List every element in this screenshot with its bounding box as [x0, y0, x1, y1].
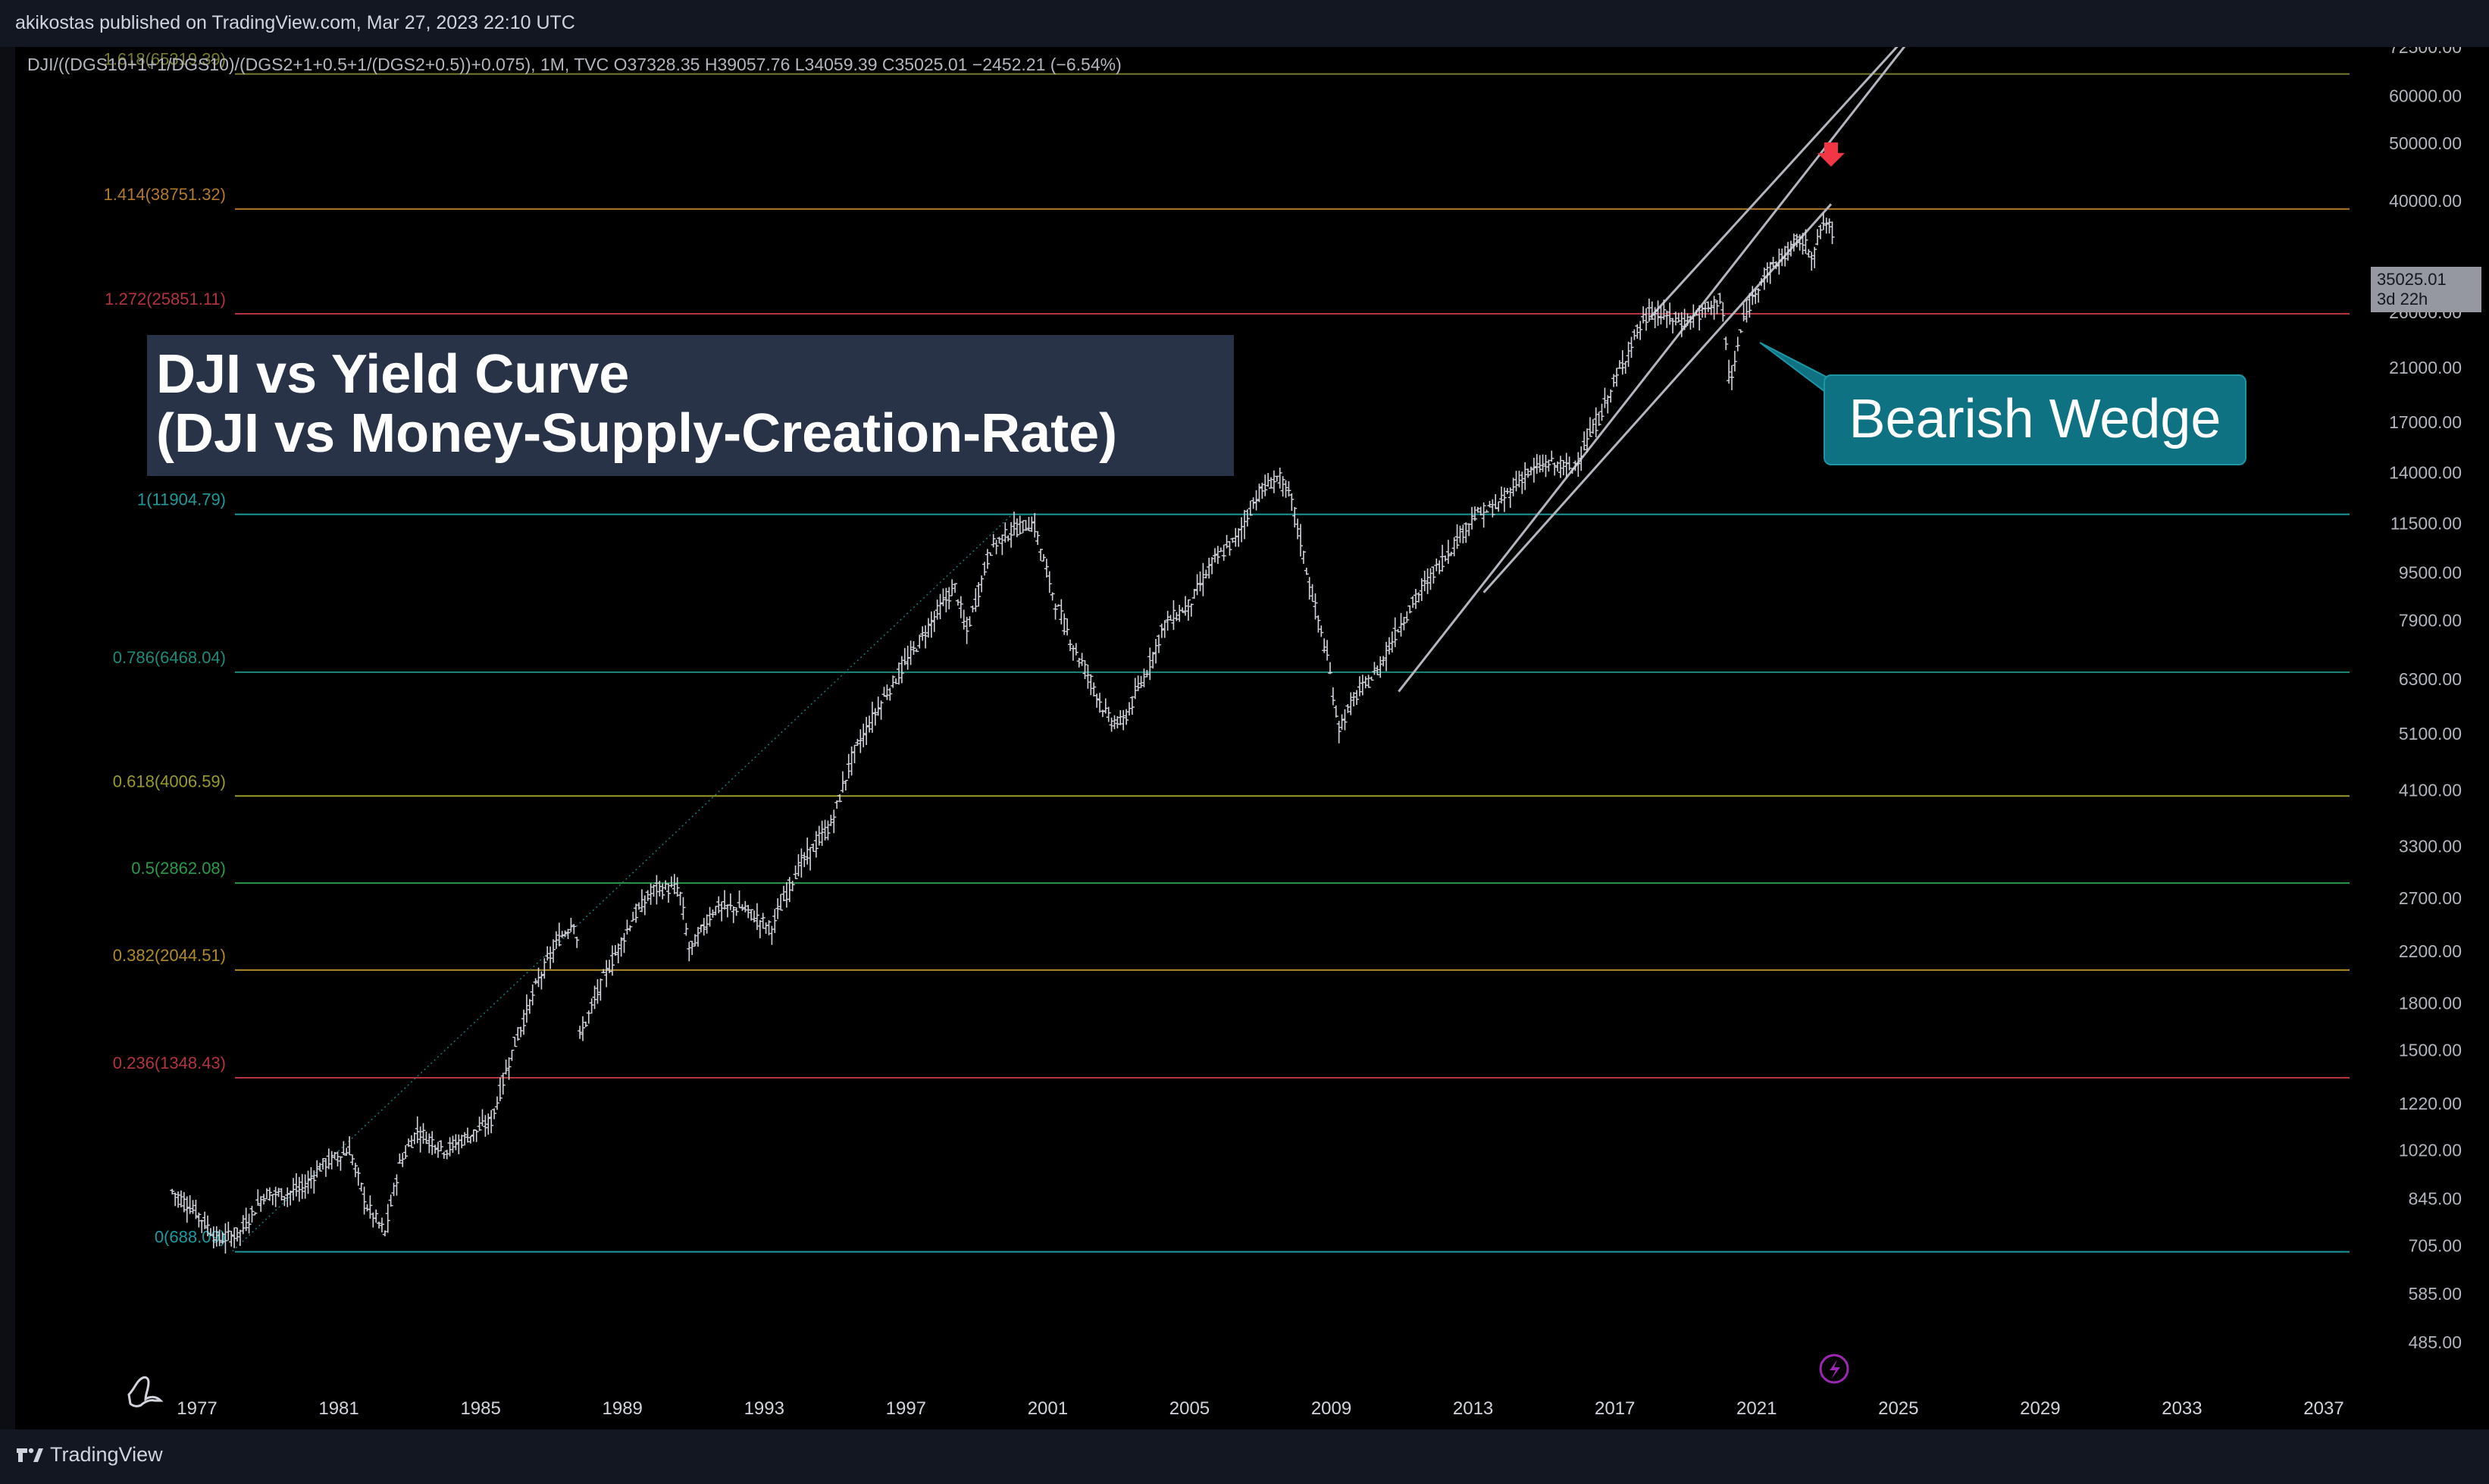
fib-level-label: 1.272(25851.11) [105, 290, 226, 308]
footer-bar: TradingView [0, 1429, 2489, 1484]
y-axis-tick-label: 21000.00 [2389, 358, 2462, 377]
last-price-value: 35025.01 [2377, 270, 2447, 289]
y-axis-tick-label: 1220.00 [2399, 1094, 2462, 1113]
publisher-text: akikostas published on TradingView.com, … [15, 12, 575, 33]
y-axis-tick-label: 2700.00 [2399, 888, 2462, 908]
y-axis-tick-label: 4100.00 [2399, 780, 2462, 800]
y-axis-tick-label: 11500.00 [2390, 513, 2462, 533]
x-axis-tick-label: 1993 [744, 1398, 784, 1419]
x-axis-tick-label: 2029 [2020, 1398, 2060, 1419]
fib-level-label: 0.236(1348.43) [113, 1054, 226, 1072]
trendline-wedge-lower [1398, 47, 1906, 693]
lightning-bolt-icon [1830, 1360, 1840, 1379]
y-axis-tick-label: 9500.00 [2399, 563, 2462, 583]
x-axis-tick-label: 1977 [177, 1398, 217, 1419]
chart-title-box[interactable]: DJI vs Yield Curve (DJI vs Money-Supply-… [147, 335, 1234, 476]
x-axis-tick-label: 1997 [886, 1398, 926, 1419]
tradingview-icon [17, 1448, 43, 1462]
y-axis-tick-label: 7900.00 [2399, 611, 2462, 631]
y-axis-tick-label: 72500.00 [2389, 47, 2462, 57]
x-axis-tick-label: 2037 [2303, 1398, 2343, 1419]
symbol-legend[interactable]: DJI/((DGS10+1+1/DGS10)/(DGS2+1+0.5+1/(DG… [27, 55, 1122, 74]
y-axis-tick-label: 1500.00 [2399, 1041, 2462, 1060]
lightning-icon [1819, 1354, 1849, 1384]
title-line-1: DJI vs Yield Curve [156, 344, 630, 405]
trendline-wedge-upper [1649, 47, 1899, 318]
x-axis-tick-label: 2001 [1028, 1398, 1068, 1419]
tradingview-logo[interactable]: TradingView [15, 1443, 163, 1467]
y-axis-tick-label: 17000.00 [2389, 412, 2462, 432]
y-axis-tick-label: 14000.00 [2389, 462, 2462, 482]
y-axis-tick-label: 485.00 [2409, 1332, 2462, 1352]
dino-watermark-icon [127, 1376, 164, 1407]
x-axis-tick-label: 1989 [603, 1398, 643, 1419]
y-axis-tick-label: 6300.00 [2399, 669, 2462, 689]
fib-level-label: 0.5(2862.08) [131, 859, 226, 878]
x-axis-tick-label: 2009 [1311, 1398, 1351, 1419]
last-price-label: 35025.01 3d 22h [2371, 267, 2481, 312]
y-axis-tick-label: 1800.00 [2399, 993, 2462, 1013]
bar-countdown: 3d 22h [2377, 290, 2428, 308]
y-axis-tick-label: 845.00 [2409, 1189, 2462, 1209]
x-axis-tick-label: 2033 [2162, 1398, 2202, 1419]
publisher-bar: akikostas published on TradingView.com, … [0, 0, 2489, 47]
y-axis-tick-label: 40000.00 [2389, 191, 2462, 211]
chart-panel[interactable]: 1.618(65319.39) 1.414(38751.32) 1.272(2585… [15, 47, 2489, 1429]
fib-level-label: 0.382(2044.51) [113, 946, 226, 965]
trendline-wedge-lower-inner [1482, 203, 1833, 593]
y-axis-tick-label: 50000.00 [2389, 133, 2462, 153]
x-axis-tick-label: 2013 [1453, 1398, 1493, 1419]
y-axis-tick-label: 3300.00 [2399, 837, 2462, 856]
fib-level-label: 0(688.09) [155, 1228, 226, 1247]
y-axis-tick-label: 585.00 [2409, 1284, 2462, 1304]
y-axis-tick-label: 2200.00 [2399, 941, 2462, 961]
fib-level-label: 1.618(65319.39) [104, 50, 226, 69]
x-axis-tick-label: 2005 [1169, 1398, 1210, 1419]
tradingview-brand-text: TradingView [50, 1443, 163, 1466]
trendline-dotted-guide [232, 514, 1013, 1252]
x-axis-tick-label: 2025 [1878, 1398, 1918, 1419]
x-axis-tick-label: 2021 [1736, 1398, 1777, 1419]
price-chart[interactable]: 1.618(65319.39) 1.414(38751.32) 1.272(2585… [15, 47, 2489, 1429]
y-axis-tick-label: 705.00 [2409, 1235, 2462, 1255]
red-arrow-marker [1817, 142, 1845, 167]
bearish-wedge-callout[interactable]: Bearish Wedge [1824, 374, 2246, 465]
x-axis-tick-label: 1981 [318, 1398, 358, 1419]
title-line-2: (DJI vs Money-Supply-Creation-Rate) [156, 403, 1118, 464]
fib-level-label: 1.414(38751.32) [104, 185, 226, 204]
x-axis-tick-label: 2017 [1595, 1398, 1635, 1419]
fib-level-label: 1(11904.79) [137, 490, 226, 509]
x-axis-tick-label: 1985 [460, 1398, 500, 1419]
y-axis-tick-label: 1020.00 [2399, 1140, 2462, 1160]
fib-level-label: 0.618(4006.59) [113, 772, 226, 791]
y-axis-tick-label: 60000.00 [2389, 86, 2462, 106]
y-axis-tick-label: 5100.00 [2399, 724, 2462, 744]
fib-level-label: 0.786(6468.04) [113, 648, 226, 667]
